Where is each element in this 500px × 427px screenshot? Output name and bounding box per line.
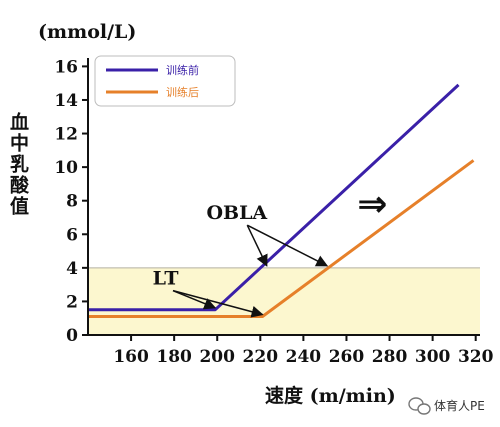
series-line-0 [88,83,460,312]
legend: 训练前 训练后 [94,55,236,107]
annotation-label-lt: LT [153,268,179,290]
watermark-text: 体育人PE [434,398,485,413]
y-tick-label: 2 [66,292,78,312]
annotation-arrow-obla-0 [246,224,268,267]
y-tick-label: 16 [54,57,78,77]
annotation-arrow-obla-1 [246,224,329,267]
y-tick-label: 12 [54,125,78,145]
y-tick-label: 6 [66,225,78,245]
x-tick-label: 280 [372,347,408,367]
y-unit-label: (mmol/L) [38,21,136,43]
ticks: 0 2 4 6 8 10 12 14 16 160 180 200 220 240 260 280 300 320 [54,57,493,367]
y-axis-title: 血中乳酸值 [7,111,29,217]
axes [87,58,480,336]
annotation-arrow-lt-0 [172,289,217,310]
y-tick-label: 8 [66,192,78,212]
x-tick-label: 240 [286,347,322,367]
y-tick-label: 0 [66,326,78,346]
x-axis-title: 速度 (m/min) [265,384,396,407]
x-tick-label: 320 [458,347,494,367]
legend-label-before: 训练前 [166,63,199,77]
watermark: 体育人PE [408,397,485,415]
x-tick-label: 160 [113,347,149,367]
annotations: OBLA LT [153,202,329,318]
x-tick-label: 180 [156,347,192,367]
shift-arrow-icon: ⇒ [357,184,387,225]
annotation-arrow-lt-1 [172,289,264,318]
y-tick-label: 14 [54,91,78,111]
y-tick-label: 10 [54,158,78,178]
annotation-label-obla: OBLA [206,202,267,224]
y-tick-label: 4 [66,259,78,279]
legend-box [94,55,236,107]
legend-label-after: 训练后 [166,85,199,99]
x-tick-label: 200 [199,347,235,367]
x-tick-label: 300 [415,347,451,367]
x-tick-label: 220 [243,347,279,367]
wechat-icon [408,397,431,415]
x-tick-label: 260 [329,347,365,367]
